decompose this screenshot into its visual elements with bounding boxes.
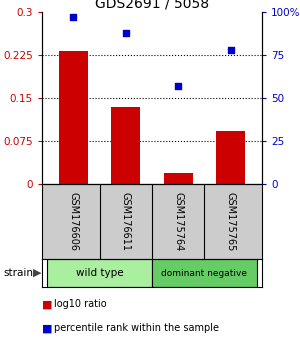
Text: GSM175765: GSM175765 [226,192,236,251]
Point [71,14,76,20]
Text: GSM176611: GSM176611 [121,192,131,251]
Point [123,30,128,35]
Title: GDS2691 / 5058: GDS2691 / 5058 [95,0,209,11]
Bar [216,131,245,184]
Text: strain: strain [3,268,33,278]
Text: ■: ■ [42,299,52,309]
Point [228,47,233,53]
Text: wild type: wild type [76,268,123,278]
Bar [111,107,140,184]
Bar [164,172,193,184]
Bar [47,259,152,287]
Text: ▶: ▶ [33,268,41,278]
Text: log10 ratio: log10 ratio [54,299,106,309]
Text: GSM176606: GSM176606 [68,192,78,251]
Text: GSM175764: GSM175764 [173,192,183,251]
Text: ■: ■ [42,324,52,333]
Bar [152,259,257,287]
Bar [59,51,88,184]
Point [176,83,181,89]
Text: percentile rank within the sample: percentile rank within the sample [54,324,219,333]
Text: dominant negative: dominant negative [161,268,248,278]
